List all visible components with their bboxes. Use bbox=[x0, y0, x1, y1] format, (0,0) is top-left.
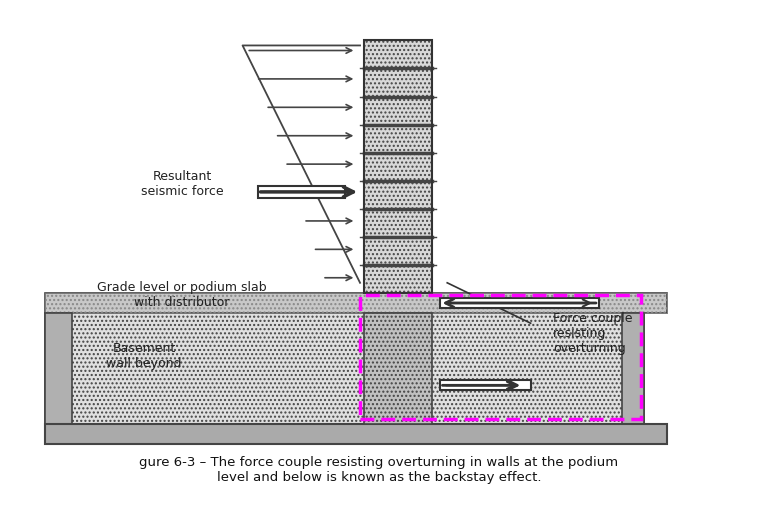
Bar bbox=[622, 313, 644, 424]
Bar bbox=[45, 424, 667, 444]
Bar bbox=[45, 313, 644, 424]
Bar bbox=[440, 298, 599, 308]
Bar bbox=[45, 293, 667, 313]
Text: Force couple
resisting
overturning: Force couple resisting overturning bbox=[553, 312, 633, 355]
Bar bbox=[364, 40, 432, 293]
Bar bbox=[360, 295, 641, 419]
Bar bbox=[258, 186, 345, 198]
Text: Resultant
seismic force: Resultant seismic force bbox=[140, 170, 224, 198]
Text: Basement
wall beyond: Basement wall beyond bbox=[106, 342, 182, 370]
Bar bbox=[45, 293, 667, 313]
Bar bbox=[364, 40, 432, 293]
Bar bbox=[440, 380, 531, 390]
Text: gure 6-3 – The force couple resisting overturning in walls at the podium
level a: gure 6-3 – The force couple resisting ov… bbox=[139, 456, 619, 484]
Text: Grade level or podium slab
with distributor: Grade level or podium slab with distribu… bbox=[97, 281, 267, 310]
Bar bbox=[364, 313, 432, 424]
Bar bbox=[45, 313, 72, 424]
